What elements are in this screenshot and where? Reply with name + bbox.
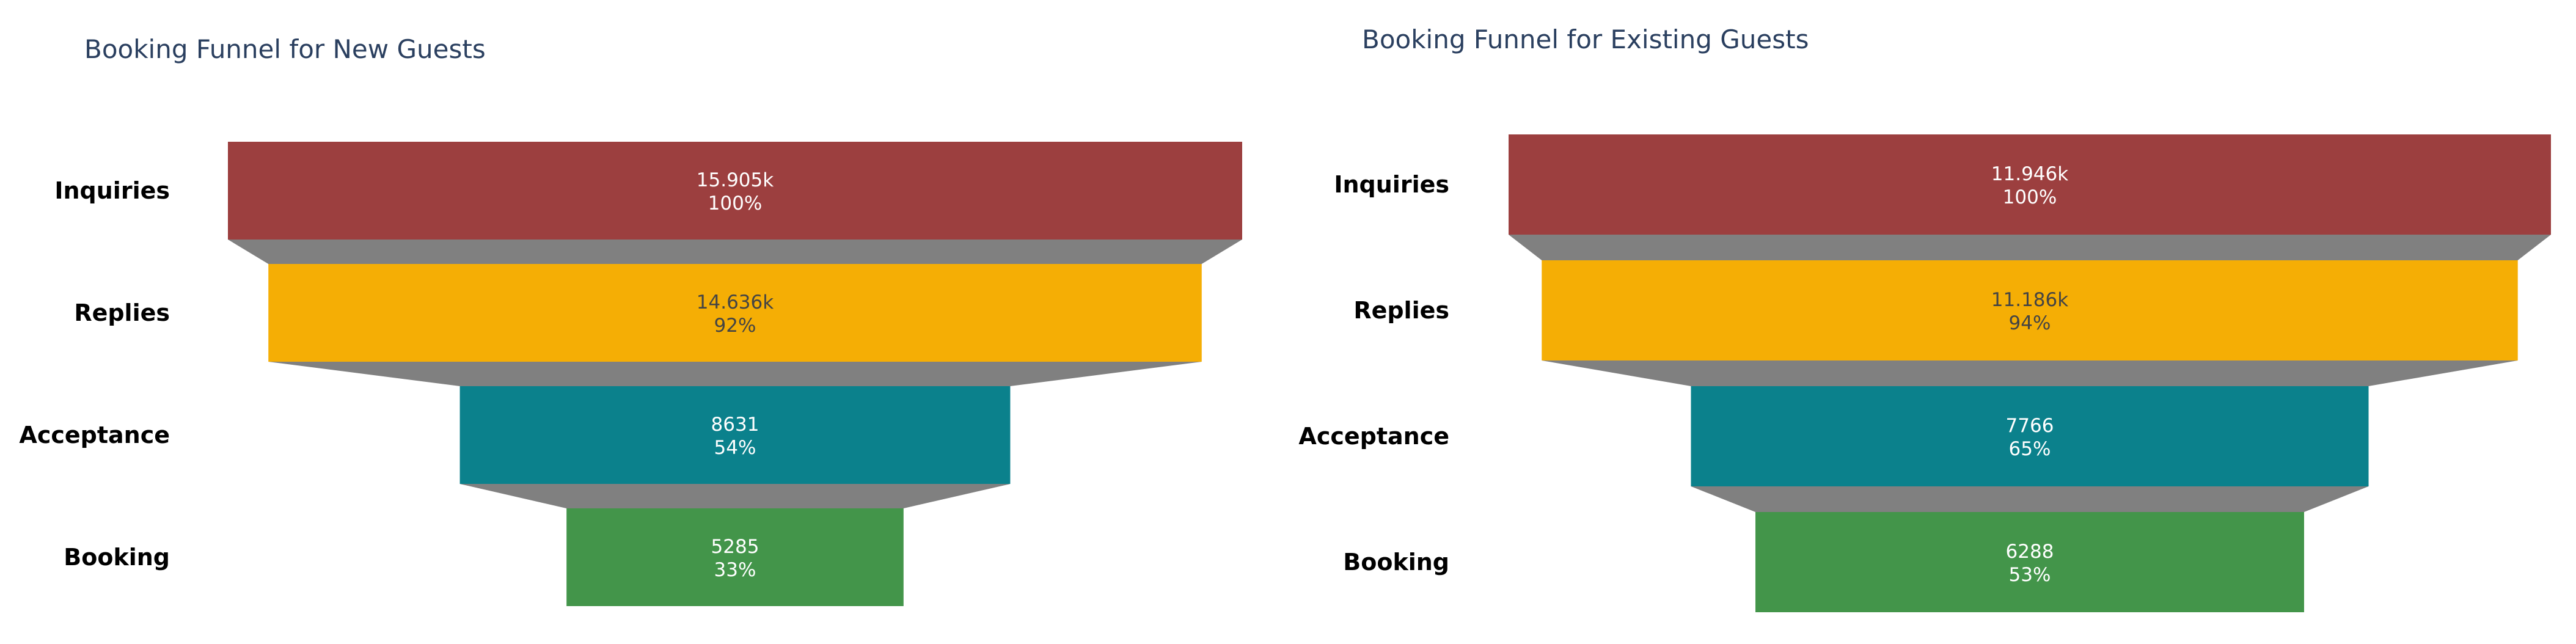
stage-label: Replies <box>1353 297 1449 324</box>
bar-value-label: 7766 <box>2006 415 2054 437</box>
bar-value-label: 5285 <box>711 536 759 558</box>
bar-percent-label: 92% <box>714 315 756 337</box>
funnel-svg-existing-guests: Booking Funnel for Existing Guests Inquir… <box>1288 0 2576 644</box>
stage-label: Acceptance <box>1298 423 1449 450</box>
funnel-connector <box>1542 360 2517 386</box>
funnel-connector <box>1691 486 2368 512</box>
bar-percent-label: 100% <box>708 192 763 214</box>
stage-label: Booking <box>1343 549 1449 576</box>
bar-value-label: 14.636k <box>697 291 774 313</box>
stage-label: Booking <box>64 544 170 571</box>
bar-value-label: 6288 <box>2006 541 2054 563</box>
funnel-connector <box>460 484 1011 508</box>
bar-percent-label: 53% <box>2009 564 2051 586</box>
chart-title: Booking Funnel for New Guests <box>84 34 486 64</box>
bar-value-label: 15.905k <box>697 169 774 191</box>
bar-value-label: 11.946k <box>1991 163 2068 185</box>
stage-label: Replies <box>74 299 170 326</box>
bar-percent-label: 65% <box>2009 438 2051 460</box>
bar-value-label: 8631 <box>711 414 759 436</box>
stage-label: Inquiries <box>1334 171 1449 198</box>
funnel-connector <box>268 362 1202 386</box>
stage-label: Acceptance <box>19 422 170 448</box>
funnel-connector <box>1509 235 2551 260</box>
bar-value-label: 11.186k <box>1991 289 2068 311</box>
funnel-connector <box>228 240 1242 264</box>
funnel-chart-existing-guests: Booking Funnel for Existing Guests Inquir… <box>1288 0 2576 644</box>
chart-title: Booking Funnel for Existing Guests <box>1362 24 1809 54</box>
bar-percent-label: 33% <box>714 559 756 581</box>
bar-percent-label: 100% <box>2003 186 2057 208</box>
funnel-chart-new-guests: Booking Funnel for New Guests Inquiries 15… <box>0 0 1288 644</box>
bar-percent-label: 54% <box>714 437 756 459</box>
stage-label: Inquiries <box>54 177 170 204</box>
funnel-svg-new-guests: Booking Funnel for New Guests Inquiries 15… <box>0 0 1288 644</box>
bar-percent-label: 94% <box>2009 312 2051 334</box>
